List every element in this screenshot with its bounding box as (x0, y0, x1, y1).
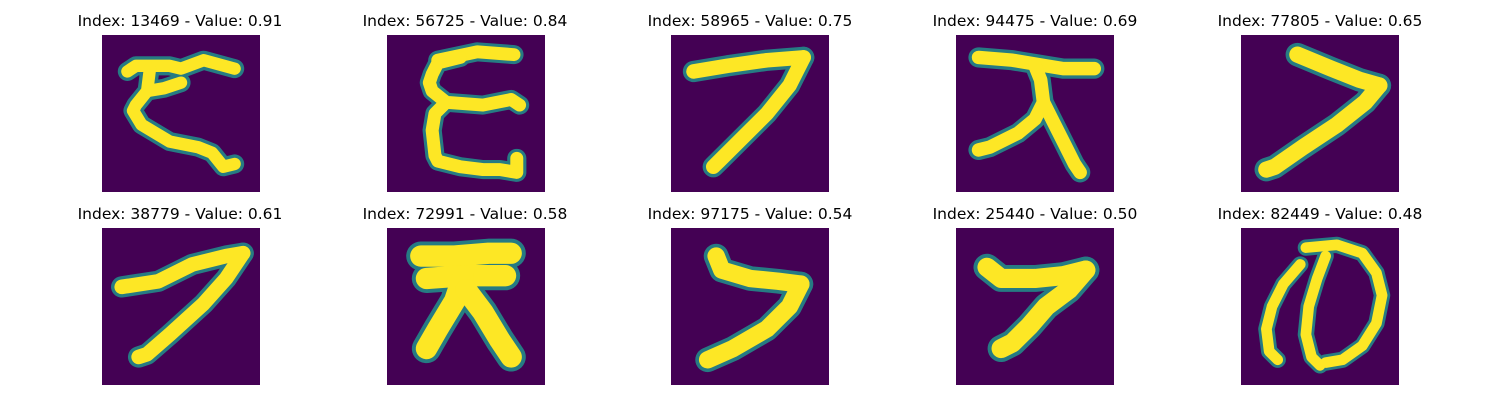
panel-image (956, 35, 1114, 192)
panel-title: Index: 25440 - Value: 0.50 (932, 205, 1138, 223)
seven-like-glyph (973, 253, 1100, 363)
dai-kanji-glyph (406, 238, 526, 372)
panel-image (671, 228, 829, 385)
seven-like-glyph (111, 242, 254, 368)
panel-image (387, 228, 545, 385)
no-hiragana-glyph (1258, 236, 1391, 374)
dai-kanji-glyph (968, 47, 1105, 183)
panel-image (102, 35, 260, 192)
panel-title: Index: 13469 - Value: 0.91 (77, 12, 283, 30)
seven-like-glyph (695, 243, 814, 373)
panel-title: Index: 97175 - Value: 0.54 (647, 205, 853, 223)
panel-image (102, 228, 260, 385)
e-kana-glyph (419, 42, 530, 182)
panel-image (1241, 35, 1399, 192)
panel-title: Index: 38779 - Value: 0.61 (77, 205, 283, 223)
panel-title: Index: 77805 - Value: 0.65 (1217, 12, 1423, 30)
panel-title: Index: 56725 - Value: 0.84 (362, 12, 568, 30)
panel-image (671, 35, 829, 192)
panel-image (1241, 228, 1399, 385)
panel-title: Index: 58965 - Value: 0.75 (647, 12, 853, 30)
panel-image (956, 228, 1114, 385)
seven-like-glyph (1254, 42, 1392, 182)
seven-like-glyph (682, 46, 815, 178)
panel-image (387, 35, 545, 192)
panel-title: Index: 94475 - Value: 0.69 (932, 12, 1138, 30)
ku-hiragana-glyph (117, 50, 245, 177)
panel-title: Index: 72991 - Value: 0.58 (362, 205, 568, 223)
panel-title: Index: 82449 - Value: 0.48 (1217, 205, 1423, 223)
